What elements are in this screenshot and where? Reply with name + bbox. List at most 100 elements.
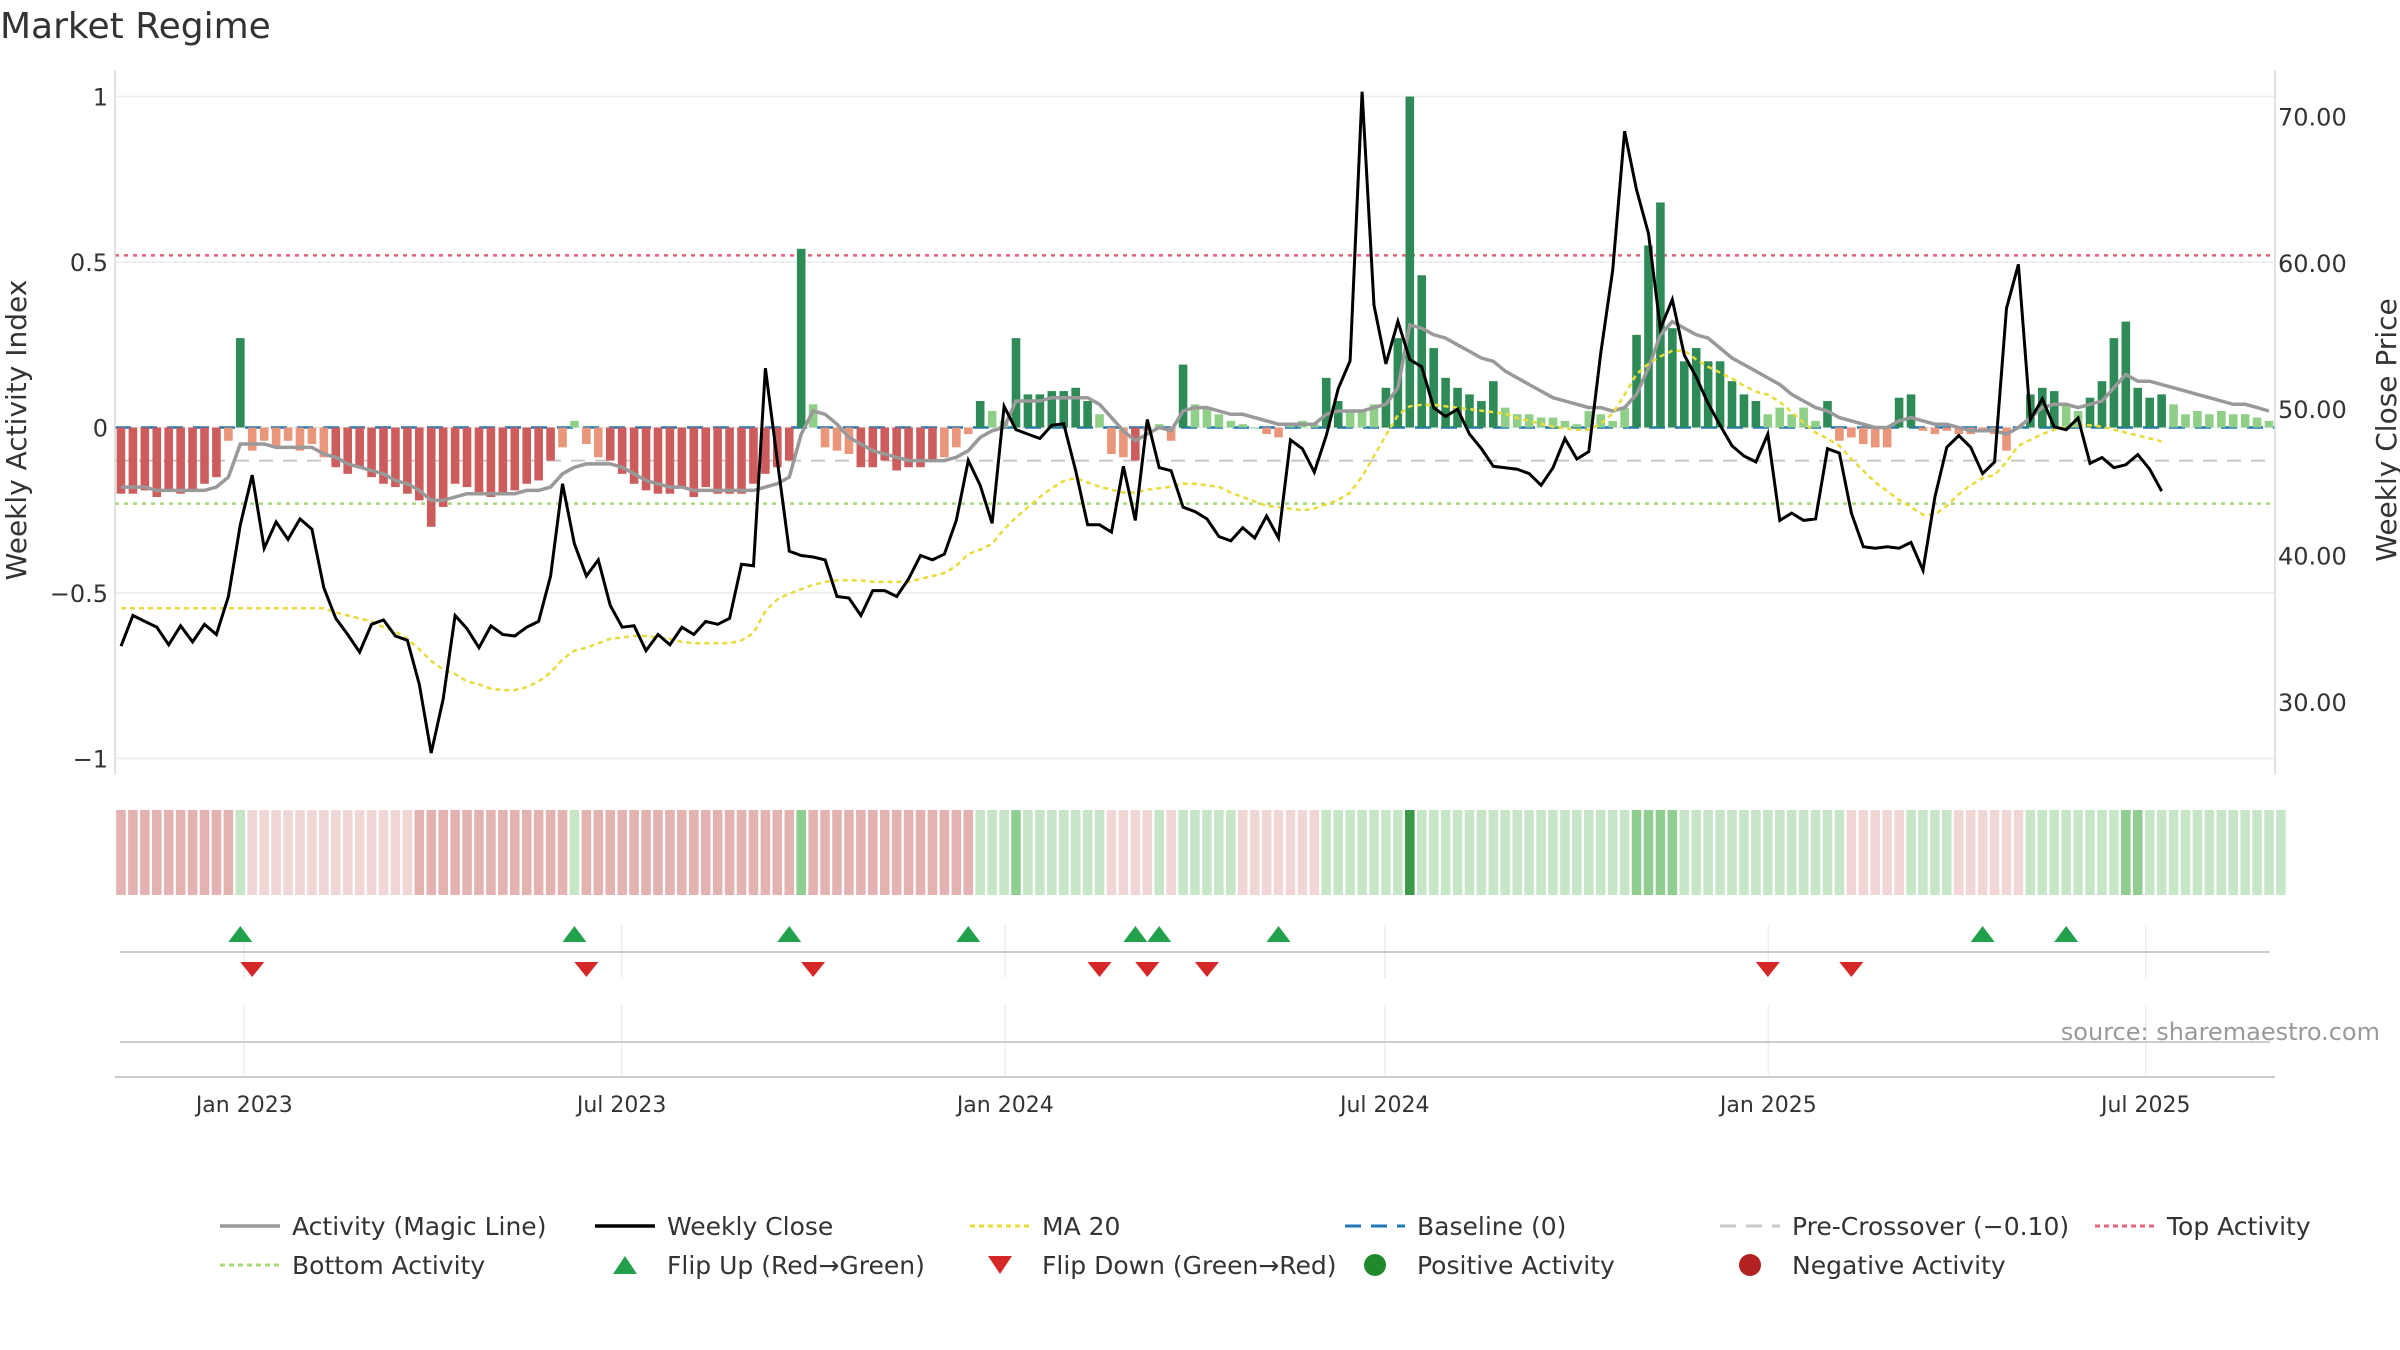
regime-cell [951,810,962,895]
activity-bar [200,427,209,484]
regime-cell [247,810,258,895]
activity-bar [403,427,412,494]
regime-cell [2061,810,2071,895]
regime-cell [1822,810,1833,895]
regime-cell [1751,810,1761,895]
regime-cell [1488,810,1499,895]
activity-bar [462,427,472,488]
right-axis-label: Weekly Close Price [2370,298,2400,561]
regime-cell [1369,810,1379,895]
legend-swatch [613,1256,637,1274]
activity-bar [498,427,508,494]
activity-bar [2157,394,2166,428]
regime-cell [1810,810,1821,895]
legend-item: Flip Down (Green→Red) [988,1251,1337,1280]
regime-cell [1082,810,1093,895]
regime-cell [271,810,281,895]
activity-bar [2085,397,2095,428]
regime-cell [2252,810,2262,895]
regime-cell [569,810,580,895]
regime-cell [1428,810,1439,895]
activity-bar [1572,424,1582,428]
regime-cell [116,810,126,895]
activity-bar [1226,420,1236,428]
activity-bar [594,427,603,458]
activity-bar [426,427,436,527]
activity-bar [188,427,197,491]
legend-item: Flip Up (Red→Green) [613,1251,925,1280]
right-tick-label: 60.00 [2278,250,2347,278]
regime-cell [2121,810,2131,895]
regime-cell [736,810,747,895]
activity-bar [1321,377,1331,428]
regime-cell [1786,810,1797,895]
activity-bar [1083,401,1092,428]
flip-down-marker [1087,962,1112,977]
activity-bar [892,427,901,471]
activity-bar [319,427,329,458]
activity-bar [1345,410,1355,428]
regime-cell [1190,810,1200,895]
regime-cell [856,810,866,895]
activity-bar [928,427,937,461]
regime-cell [1500,810,1511,895]
regime-cell [1214,810,1224,895]
regime-cell [426,810,437,895]
flip-up-marker [1147,926,1172,942]
legend-item: Weekly Close [595,1212,833,1241]
activity-bar [259,427,269,441]
activity-bar [391,427,400,488]
activity-bar [784,427,794,461]
activity-bar [1035,394,1045,428]
regime-cell [223,810,234,895]
regime-cell [581,810,592,895]
activity-bar [1119,427,1128,458]
activity-bar [534,427,543,481]
regime-cell [2228,810,2239,895]
activity-bar [343,427,353,474]
legend-label: Activity (Magic Line) [292,1212,546,1241]
regime-cell [1906,810,1916,895]
chart-title: Market Regime [0,6,271,47]
activity-bar [379,427,388,484]
regime-cell [617,810,627,895]
activity-bar [271,427,281,448]
activity-bar [570,420,579,428]
regime-cell [1715,810,1725,895]
regime-cell [450,810,460,895]
x-tick-label: Jul 2025 [2099,1093,2191,1118]
regime-cell [1679,810,1690,895]
activity-bar [617,427,627,474]
regime-cell [2180,810,2191,895]
activity-bar [605,427,615,461]
legend-label: Positive Activity [1417,1251,1615,1280]
activity-bar [856,427,866,468]
regime-cell [1452,810,1463,895]
regime-cell [2216,810,2227,895]
regime-cell [1035,810,1045,895]
activity-bar [820,427,830,448]
regime-cell [1703,810,1713,895]
regime-cell [2240,810,2250,895]
regime-cell [1667,810,1678,895]
activity-bar [2097,381,2107,428]
activity-bar [582,427,591,445]
regime-cell [1237,810,1248,895]
regime-cell [1249,810,1260,895]
regime-cell [259,810,269,895]
activity-bar [749,427,758,484]
flip-up-marker [1123,926,1148,942]
activity-bar [1608,420,1617,428]
regime-cell [354,810,365,895]
regime-cell [927,810,938,895]
activity-bar [1858,427,1868,445]
regime-cell [677,810,687,895]
activity-bar [1668,328,1677,428]
activity-bar [1465,394,1474,428]
regime-cell [1118,810,1129,895]
left-tick-label: 0 [93,415,108,443]
activity-bar [176,427,185,494]
regime-cell [1070,810,1081,895]
regime-cell [963,810,974,895]
